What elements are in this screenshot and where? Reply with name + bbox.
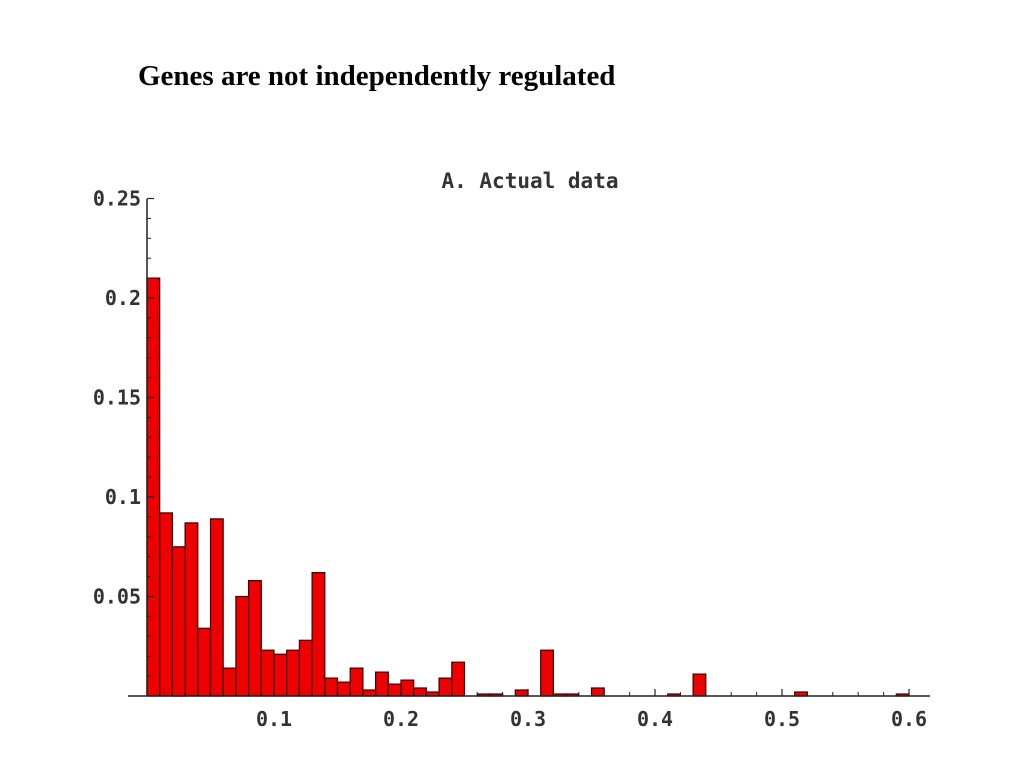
bars-group bbox=[146, 277, 910, 697]
x-tick-label: 0.5 bbox=[764, 707, 800, 731]
bar bbox=[387, 683, 402, 697]
bar bbox=[248, 579, 262, 697]
bar bbox=[413, 687, 428, 697]
bar bbox=[590, 687, 605, 697]
bar bbox=[159, 512, 173, 697]
bar bbox=[260, 649, 275, 697]
bar bbox=[540, 649, 555, 697]
bar bbox=[273, 653, 288, 697]
bar bbox=[336, 681, 351, 697]
x-tick-label: 0.4 bbox=[637, 707, 673, 731]
bar bbox=[235, 595, 250, 697]
bar bbox=[171, 546, 186, 697]
bar bbox=[298, 639, 313, 697]
y-tick-label: 0.1 bbox=[105, 485, 141, 509]
axes-group bbox=[128, 199, 930, 697]
bar bbox=[349, 667, 364, 697]
ticks-group: 0.1 0.2 0.3 0.4 0.5 0.6 0.05 0.1 0.15 0.2 0.25 bbox=[93, 187, 927, 732]
bar bbox=[400, 679, 415, 697]
bar bbox=[209, 518, 224, 697]
bar bbox=[222, 667, 237, 697]
bar bbox=[362, 689, 377, 697]
bar bbox=[375, 671, 389, 697]
bar bbox=[286, 649, 301, 697]
y-tick-label: 0.2 bbox=[105, 286, 141, 310]
bar bbox=[514, 689, 529, 697]
bar bbox=[146, 277, 161, 697]
bar bbox=[324, 677, 339, 697]
y-tick-label: 0.25 bbox=[93, 187, 141, 211]
y-tick-label: 0.15 bbox=[93, 386, 141, 410]
bar bbox=[438, 677, 453, 697]
x-tick-label: 0.6 bbox=[891, 707, 927, 731]
bar bbox=[197, 627, 212, 697]
x-tick-label: 0.1 bbox=[256, 707, 292, 731]
chart-title: A. Actual data bbox=[441, 169, 618, 193]
bar bbox=[311, 571, 326, 697]
slide-title: Genes are not independently regulated bbox=[138, 60, 616, 92]
x-tick-label: 0.3 bbox=[510, 707, 546, 731]
y-tick-label: 0.05 bbox=[93, 585, 141, 609]
bar bbox=[692, 673, 707, 697]
bar bbox=[451, 661, 466, 697]
x-tick-label: 0.2 bbox=[383, 707, 419, 731]
bar bbox=[184, 522, 199, 697]
